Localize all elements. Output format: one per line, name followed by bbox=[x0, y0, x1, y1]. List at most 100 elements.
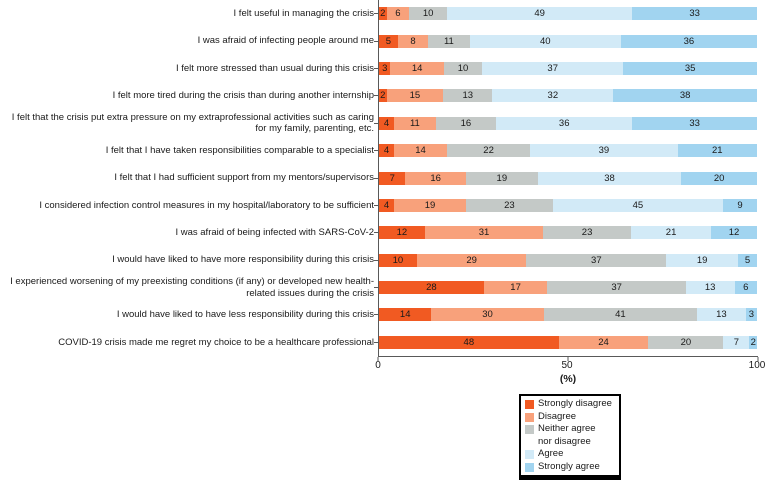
bar-segment-neither-agree-nor-disagree: 37 bbox=[547, 281, 686, 295]
y-tick bbox=[374, 122, 378, 124]
segment-value: 49 bbox=[534, 8, 545, 20]
segment-value: 17 bbox=[510, 282, 521, 294]
segment-value: 14 bbox=[399, 309, 411, 321]
segment-value: 13 bbox=[462, 90, 474, 102]
stacked-bar: 10 29 37 19 5 bbox=[379, 253, 757, 267]
segment-value: 20 bbox=[680, 336, 692, 348]
bar-segment-strongly-agree: 33 bbox=[632, 7, 757, 21]
segment-value: 2 bbox=[380, 90, 386, 102]
y-tick bbox=[374, 95, 378, 97]
legend-label: Neither agree nor disagree bbox=[538, 423, 596, 447]
segment-value: 33 bbox=[689, 117, 700, 129]
bar-segment-agree: 40 bbox=[469, 34, 621, 48]
segment-value: 7 bbox=[389, 172, 395, 184]
bar-segment-neither-agree-nor-disagree: 23 bbox=[465, 198, 553, 212]
stacked-bar: 5 8 11 40 36 bbox=[379, 34, 757, 48]
legend-label: Strongly agree bbox=[538, 460, 600, 472]
legend-label: Strongly disagree bbox=[538, 398, 612, 409]
chart-row: I felt more stressed than usual during t… bbox=[0, 55, 757, 82]
category-label: I felt that I had sufficient support fro… bbox=[114, 172, 374, 184]
segment-value: 5 bbox=[385, 35, 392, 47]
stacked-bar: 7 16 19 38 20 bbox=[379, 171, 757, 185]
stacked-bar: 14 30 41 13 3 bbox=[379, 308, 757, 322]
x-tick-label-0: 0 bbox=[375, 360, 381, 371]
segment-value: 38 bbox=[679, 90, 691, 102]
bar-segment-neither-agree-nor-disagree: 10 bbox=[443, 61, 483, 75]
segment-value: 2 bbox=[380, 8, 386, 20]
y-tick bbox=[374, 232, 378, 234]
stacked-bar: 2 6 10 49 33 bbox=[379, 7, 757, 21]
category-label: I felt that I have taken responsibilitie… bbox=[105, 144, 374, 156]
bar-segment-neither-agree-nor-disagree: 37 bbox=[526, 253, 667, 267]
segment-value: 14 bbox=[411, 62, 423, 74]
segment-value: 13 bbox=[716, 309, 727, 321]
legend-swatch-strongly-disagree bbox=[525, 400, 534, 409]
bar-segment-neither-agree-nor-disagree: 10 bbox=[409, 7, 448, 21]
bar-segment-disagree: 11 bbox=[394, 116, 436, 130]
y-tick bbox=[374, 67, 378, 69]
segment-value: 2 bbox=[750, 336, 756, 348]
category-label: I felt more stressed than usual during t… bbox=[175, 62, 374, 74]
segment-value: 4 bbox=[383, 145, 390, 157]
bar-segment-neither-agree-nor-disagree: 16 bbox=[435, 116, 497, 130]
y-tick bbox=[374, 40, 378, 42]
bar-segment-strongly-agree: 20 bbox=[681, 171, 757, 185]
segment-value: 30 bbox=[482, 309, 493, 321]
bar-segment-disagree: 14 bbox=[390, 61, 444, 75]
bar-segment-agree: 37 bbox=[482, 61, 624, 75]
legend-swatch-agree bbox=[525, 450, 534, 459]
bar-segment-disagree: 19 bbox=[394, 198, 466, 212]
legend-box: Strongly disagree Disagree Neither agree… bbox=[519, 394, 621, 480]
y-tick bbox=[374, 13, 378, 15]
bar-segment-strongly-disagree: 4 bbox=[379, 198, 395, 212]
segment-value: 23 bbox=[504, 199, 515, 211]
bar-segment-strongly-disagree: 14 bbox=[379, 308, 432, 322]
bar-segment-neither-agree-nor-disagree: 11 bbox=[428, 34, 470, 48]
y-tick bbox=[374, 314, 378, 316]
stacked-bar: 48 24 20 7 2 bbox=[379, 335, 757, 349]
segment-value: 12 bbox=[728, 227, 740, 239]
y-tick bbox=[374, 204, 378, 206]
bar-segment-neither-agree-nor-disagree: 23 bbox=[543, 226, 631, 240]
segment-value: 37 bbox=[547, 62, 558, 74]
bar-segment-strongly-disagree: 3 bbox=[379, 61, 391, 75]
segment-value: 24 bbox=[598, 336, 609, 348]
bar-segment-agree: 45 bbox=[552, 198, 723, 212]
bar-segment-disagree: 16 bbox=[405, 171, 466, 185]
segment-value: 10 bbox=[457, 62, 469, 74]
segment-value: 39 bbox=[598, 145, 610, 157]
stacked-bar: 4 11 16 36 33 bbox=[379, 116, 757, 130]
segment-value: 16 bbox=[460, 117, 472, 129]
bar-segment-strongly-disagree: 7 bbox=[379, 171, 406, 185]
bar-segment-strongly-agree: 12 bbox=[711, 226, 757, 240]
bar-segment-strongly-agree: 21 bbox=[677, 144, 757, 158]
stacked-bar: 12 31 23 21 12 bbox=[379, 226, 757, 240]
segment-value: 20 bbox=[713, 172, 725, 184]
chart-row: I would have liked to have more responsi… bbox=[0, 247, 757, 274]
y-axis-line bbox=[378, 0, 379, 357]
category-label: I considered infection control measures … bbox=[39, 199, 374, 211]
segment-value: 37 bbox=[591, 254, 602, 266]
segment-value: 45 bbox=[632, 199, 644, 211]
chart-row: I considered infection control measures … bbox=[0, 192, 757, 219]
bar-segment-agree: 13 bbox=[697, 308, 746, 322]
segment-value: 11 bbox=[409, 117, 420, 129]
bar-segment-neither-agree-nor-disagree: 22 bbox=[447, 144, 531, 158]
segment-value: 6 bbox=[743, 282, 749, 294]
segment-value: 6 bbox=[395, 8, 401, 20]
bar-segment-strongly-agree: 9 bbox=[722, 198, 757, 212]
chart-row: I felt more tired during the crisis than… bbox=[0, 82, 757, 109]
bar-segment-neither-agree-nor-disagree: 20 bbox=[648, 335, 724, 349]
bar-segment-strongly-disagree: 2 bbox=[379, 89, 387, 103]
category-label: I would have liked to have less responsi… bbox=[116, 309, 374, 321]
category-label: I was afraid of being infected with SARS… bbox=[175, 227, 374, 239]
bar-segment-disagree: 17 bbox=[483, 281, 548, 295]
segment-value: 37 bbox=[611, 282, 622, 294]
segment-value: 23 bbox=[581, 227, 593, 239]
legend-item-disagree: Disagree bbox=[525, 411, 615, 424]
legend-item-neither: Neither agree nor disagree bbox=[525, 423, 615, 448]
bar-segment-strongly-agree: 5 bbox=[738, 253, 757, 267]
bar-segment-disagree: 6 bbox=[386, 7, 410, 21]
segment-value: 13 bbox=[704, 282, 716, 294]
chart-row: I would have liked to have less responsi… bbox=[0, 301, 757, 328]
